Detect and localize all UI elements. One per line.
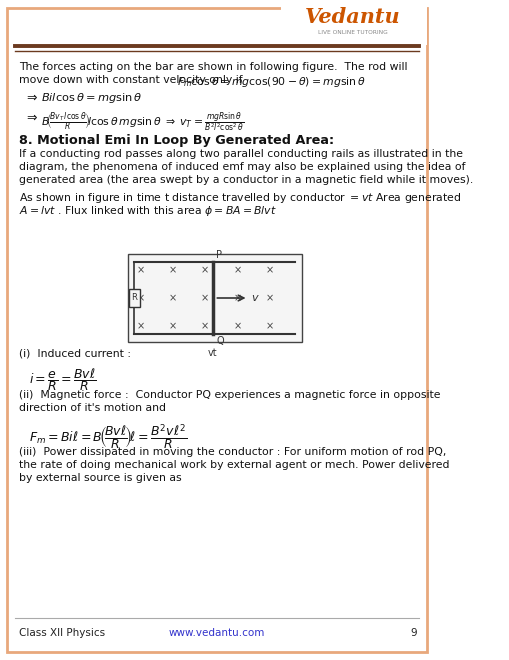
Text: $F_m\cos\theta = mg\cos(90-\theta) = mg\sin\theta$: $F_m\cos\theta = mg\cos(90-\theta) = mg\… xyxy=(177,75,365,89)
Polygon shape xyxy=(263,320,390,560)
Text: diagram, the phenomena of induced emf may also be explained using the idea of: diagram, the phenomena of induced emf ma… xyxy=(19,162,464,172)
Text: (ii)  Magnetic force :  Conductor PQ experiences a magnetic force in opposite: (ii) Magnetic force : Conductor PQ exper… xyxy=(19,390,439,400)
Text: $F_m = Bi\ell = B\!\left(\!\dfrac{Bv\ell}{R}\!\right)\!\ell = \dfrac{B^2v\ell^2}: $F_m = Bi\ell = B\!\left(\!\dfrac{Bv\ell… xyxy=(29,422,187,451)
Text: $B\!\left(\!\frac{Bv_T\,l\cos\theta}{R}\!\right)\!l\cos\theta\,mg\sin\theta\;\Ri: $B\!\left(\!\frac{Bv_T\,l\cos\theta}{R}\… xyxy=(41,111,244,135)
Text: ×: × xyxy=(136,321,144,331)
Text: vt: vt xyxy=(208,348,217,358)
Text: (i)  Induced current :: (i) Induced current : xyxy=(19,349,130,359)
Text: $i = \dfrac{e}{R} = \dfrac{Bv\ell}{R}$: $i = \dfrac{e}{R} = \dfrac{Bv\ell}{R}$ xyxy=(29,366,96,393)
Text: by external source is given as: by external source is given as xyxy=(19,473,181,483)
Polygon shape xyxy=(127,280,289,560)
Text: ×: × xyxy=(201,293,209,303)
Text: ×: × xyxy=(265,293,273,303)
Text: ×: × xyxy=(265,321,273,331)
Text: v: v xyxy=(250,293,257,303)
Text: $A = lvt$ . Flux linked with this area $\phi = BA = Blvt$: $A = lvt$ . Flux linked with this area $… xyxy=(19,204,276,218)
Text: ×: × xyxy=(233,265,241,275)
Text: www.vedantu.com: www.vedantu.com xyxy=(168,628,265,638)
Text: LIVE ONLINE TUTORING: LIVE ONLINE TUTORING xyxy=(318,30,387,34)
Text: direction of it's motion and: direction of it's motion and xyxy=(19,403,165,413)
Text: $Bil\cos\theta = mg\sin\theta$: $Bil\cos\theta = mg\sin\theta$ xyxy=(41,91,142,105)
Text: the rate of doing mechanical work by external agent or mech. Power delivered: the rate of doing mechanical work by ext… xyxy=(19,460,448,470)
Text: As shown in figure in time t distance travelled by conductor $= vt$ Area generat: As shown in figure in time t distance tr… xyxy=(19,191,460,205)
Text: ×: × xyxy=(265,265,273,275)
Text: $\Rightarrow$: $\Rightarrow$ xyxy=(24,111,38,124)
Text: ×: × xyxy=(168,293,177,303)
Text: R: R xyxy=(131,294,137,302)
Bar xyxy=(280,5,427,45)
Text: 9: 9 xyxy=(410,628,416,638)
Bar xyxy=(129,289,139,307)
Polygon shape xyxy=(47,320,157,510)
Text: ×: × xyxy=(168,265,177,275)
Text: ×: × xyxy=(201,321,209,331)
Text: Vedantu: Vedantu xyxy=(305,7,400,27)
Text: ×: × xyxy=(136,265,144,275)
Text: (iii)  Power dissipated in moving the conductor : For uniform motion of rod PQ,: (iii) Power dissipated in moving the con… xyxy=(19,447,445,457)
Text: ×: × xyxy=(168,321,177,331)
Text: P: P xyxy=(216,250,222,260)
Text: If a conducting rod passes along two parallel conducting rails as illustrated in: If a conducting rod passes along two par… xyxy=(19,149,462,159)
Text: generated area (the area swept by a conductor in a magnetic field while it moves: generated area (the area swept by a cond… xyxy=(19,175,472,185)
Bar xyxy=(127,254,301,342)
Text: ×: × xyxy=(201,265,209,275)
Text: ×: × xyxy=(233,293,241,303)
Text: ×: × xyxy=(233,321,241,331)
Text: 8. Motional Emi In Loop By Generated Area:: 8. Motional Emi In Loop By Generated Are… xyxy=(19,134,333,147)
Text: The forces acting on the bar are shown in following figure.  The rod will: The forces acting on the bar are shown i… xyxy=(19,62,406,72)
Text: move down with constant velocity only if: move down with constant velocity only if xyxy=(19,75,242,85)
Text: Class XII Physics: Class XII Physics xyxy=(19,628,105,638)
Text: Q: Q xyxy=(216,336,223,346)
Text: ×: × xyxy=(136,293,144,303)
Text: $\Rightarrow$: $\Rightarrow$ xyxy=(24,91,38,104)
